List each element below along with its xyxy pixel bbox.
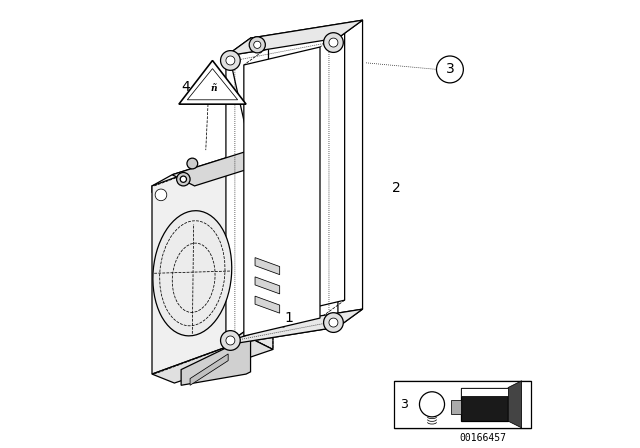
Polygon shape	[172, 150, 273, 186]
Polygon shape	[152, 150, 251, 374]
Polygon shape	[508, 381, 522, 428]
Bar	[461, 388, 508, 421]
Polygon shape	[226, 309, 362, 345]
Polygon shape	[152, 150, 273, 193]
Circle shape	[329, 38, 338, 47]
Bar	[394, 381, 531, 428]
Circle shape	[253, 41, 261, 48]
Polygon shape	[179, 60, 246, 104]
Circle shape	[329, 318, 338, 327]
Circle shape	[249, 37, 266, 53]
Circle shape	[155, 189, 167, 201]
Circle shape	[221, 51, 240, 70]
Text: 00166457: 00166457	[460, 433, 506, 443]
Circle shape	[187, 158, 198, 169]
Polygon shape	[255, 258, 280, 275]
Circle shape	[180, 176, 186, 182]
Text: 3: 3	[400, 398, 408, 411]
Polygon shape	[190, 354, 228, 385]
Text: 3: 3	[445, 62, 454, 77]
Polygon shape	[226, 38, 338, 345]
Ellipse shape	[153, 211, 232, 336]
Circle shape	[419, 392, 445, 417]
Text: ñ: ñ	[210, 84, 216, 93]
Polygon shape	[226, 20, 362, 56]
Circle shape	[436, 56, 463, 83]
Circle shape	[221, 331, 240, 350]
Bar	[451, 400, 461, 414]
Circle shape	[226, 56, 235, 65]
Polygon shape	[188, 69, 237, 100]
Circle shape	[226, 336, 235, 345]
Polygon shape	[244, 47, 320, 336]
Polygon shape	[255, 296, 280, 313]
Text: 2: 2	[392, 181, 401, 195]
Circle shape	[177, 172, 190, 186]
Text: 4: 4	[181, 80, 190, 95]
Text: 1: 1	[284, 311, 293, 325]
Polygon shape	[251, 255, 284, 327]
Circle shape	[324, 33, 343, 52]
Circle shape	[324, 313, 343, 332]
Polygon shape	[251, 20, 362, 327]
Polygon shape	[181, 338, 251, 385]
Polygon shape	[269, 29, 344, 318]
Bar	[461, 388, 508, 396]
Polygon shape	[255, 277, 280, 294]
Polygon shape	[152, 338, 273, 383]
Polygon shape	[251, 150, 273, 349]
